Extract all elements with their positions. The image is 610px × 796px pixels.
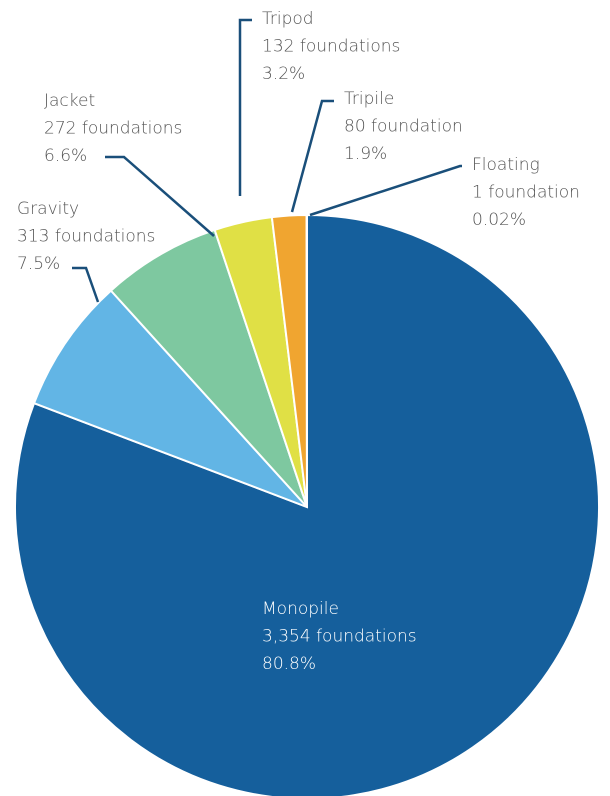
slice-label: 313 foundations — [17, 227, 155, 247]
slice-label: 3.2% — [262, 64, 305, 84]
slice-label: 7.5% — [17, 254, 60, 274]
slice-label: Gravity — [17, 199, 79, 219]
leader-lines — [72, 18, 462, 303]
slice-label: 3,354 foundations — [262, 627, 417, 647]
pie-slice — [14, 213, 600, 796]
slice-label: 272 foundations — [44, 119, 182, 139]
leader-line — [309, 164, 462, 217]
slice-label: 6.6% — [44, 146, 87, 166]
pie-slice — [109, 228, 308, 508]
slice-label: Monopile — [262, 599, 339, 619]
slice-label: 80.8% — [262, 654, 316, 674]
slice-label: Tripod — [262, 9, 314, 29]
slice-label: 132 foundations — [262, 37, 400, 57]
slice-label: 1 foundation — [472, 183, 580, 203]
slice-label: Floating — [472, 155, 540, 175]
pie-slice — [32, 289, 308, 508]
slice-label: Jacket — [44, 91, 95, 111]
leader-line — [238, 18, 252, 196]
leader-line — [105, 155, 215, 237]
slice-label: 1.9% — [344, 144, 387, 164]
slice-label: Tripile — [344, 89, 394, 109]
leader-line — [290, 99, 334, 213]
slice-label: 0.02% — [472, 210, 526, 230]
pie — [14, 213, 600, 796]
slice-label: 80 foundation — [344, 117, 463, 137]
leader-line — [72, 266, 100, 303]
